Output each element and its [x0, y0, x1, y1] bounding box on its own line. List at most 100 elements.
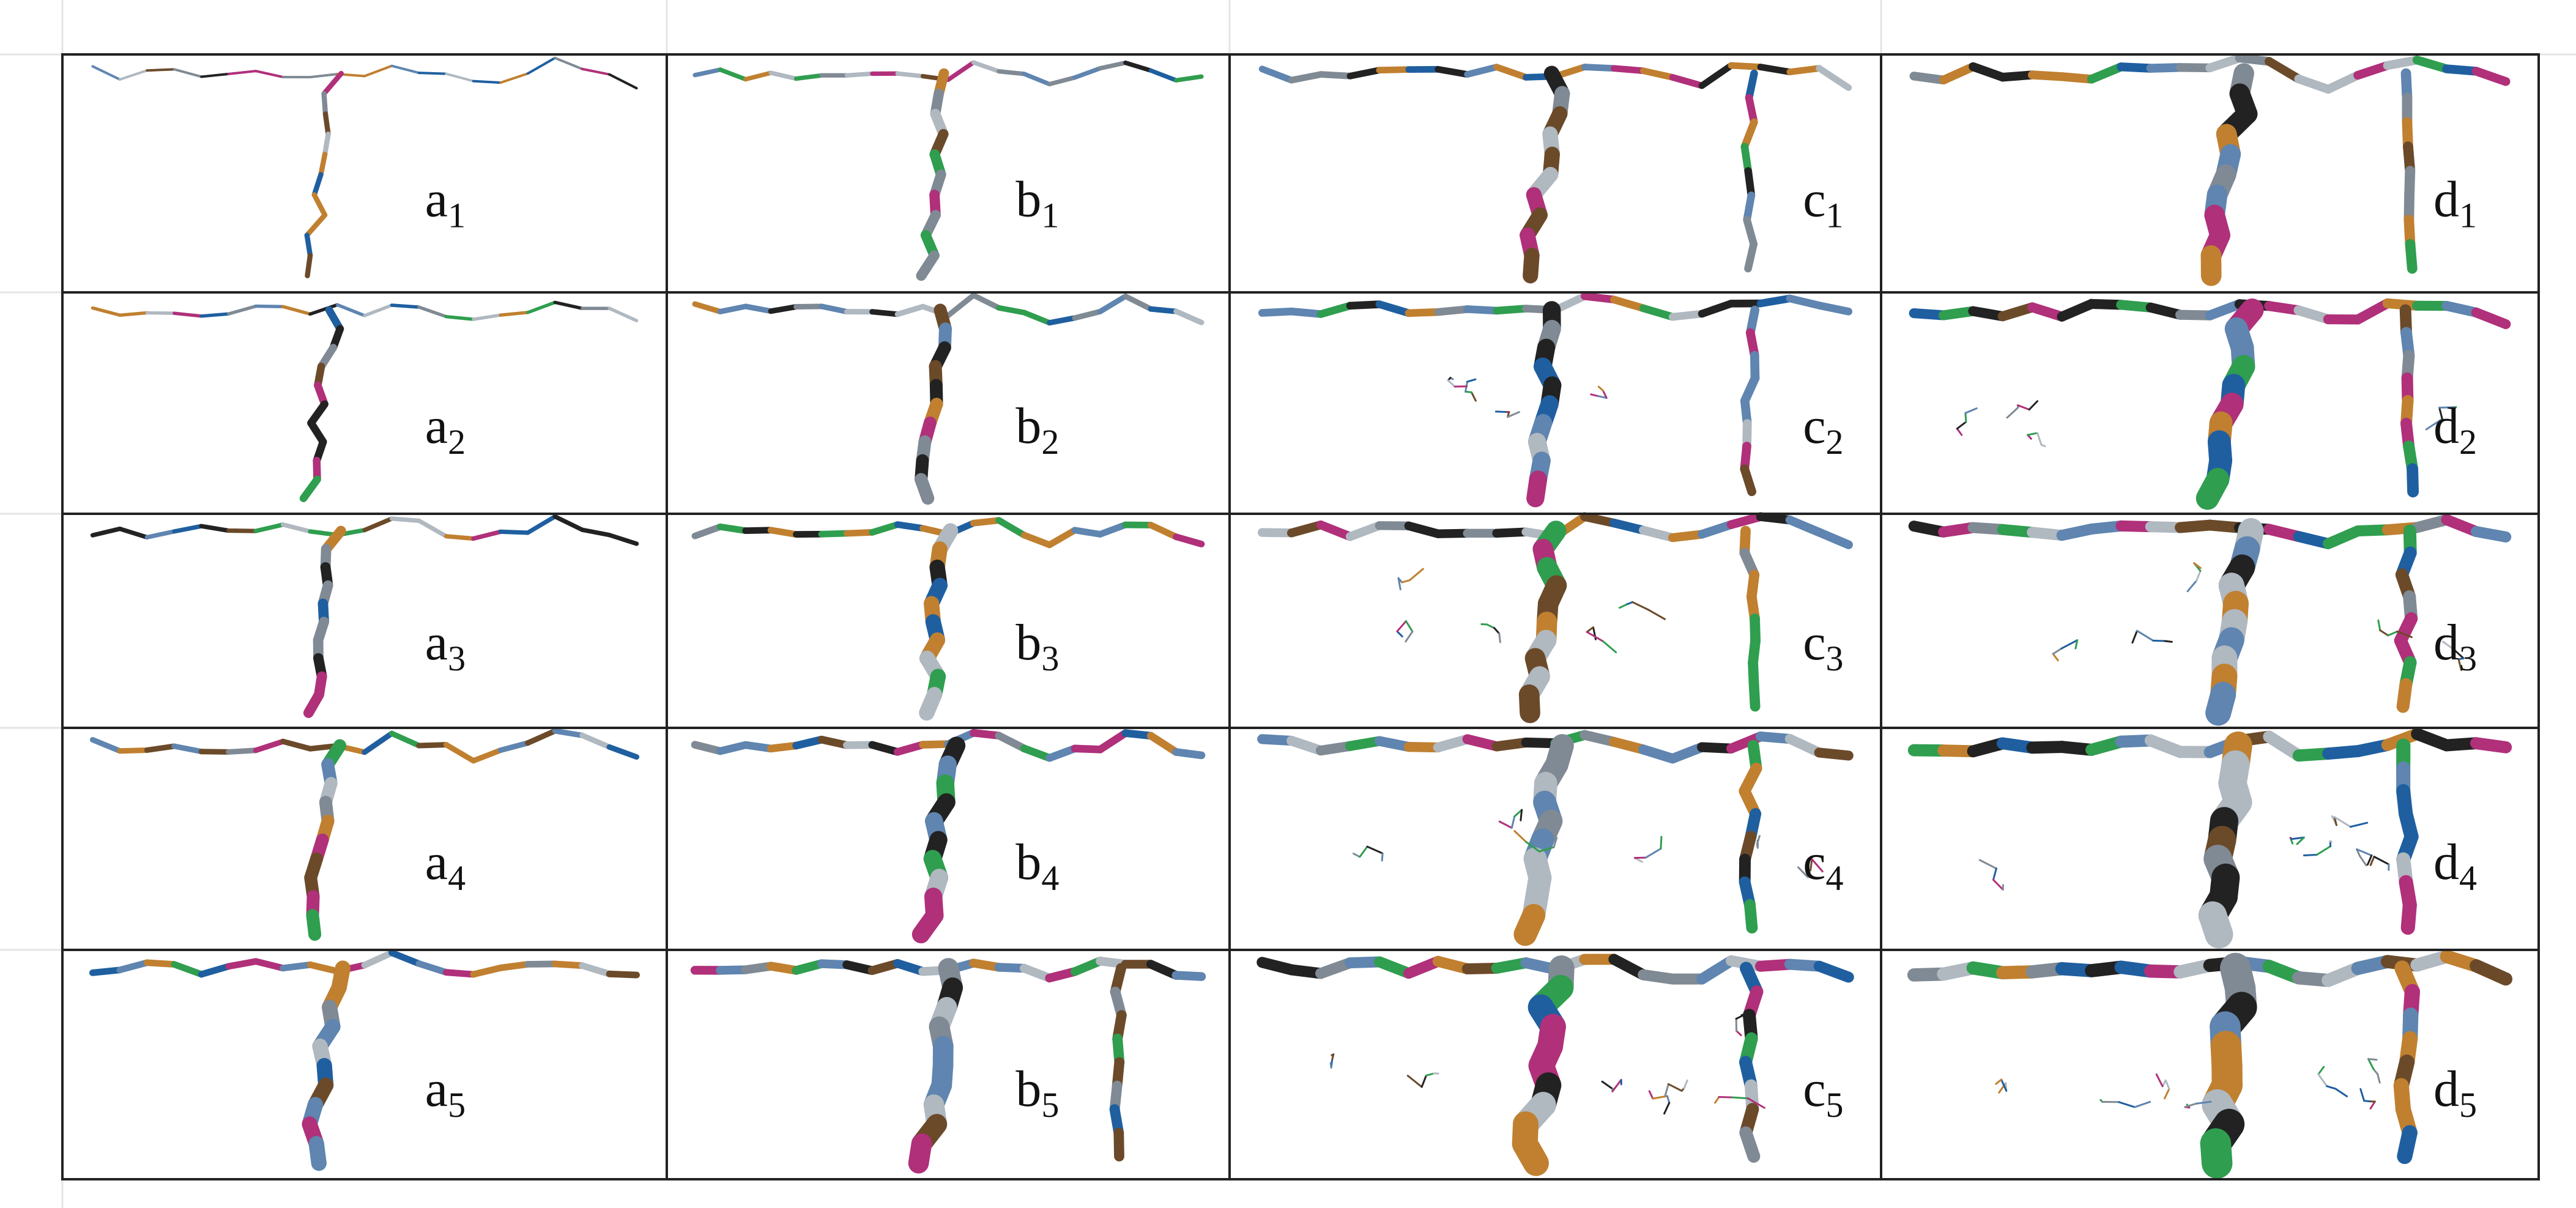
panel-label: b4: [1015, 834, 1059, 898]
crack-segment: [2074, 639, 2079, 650]
crack-segment: [253, 738, 286, 754]
panel-label: b5: [1015, 1061, 1059, 1125]
crack-segment: [2000, 1078, 2008, 1092]
crack-panel: b4: [691, 728, 1206, 944]
label-index: 2: [1041, 422, 1059, 462]
crack-segment: [417, 518, 448, 539]
panel-label: d5: [2433, 1061, 2477, 1125]
crack-segment: [1668, 530, 1707, 543]
label-letter: a: [425, 614, 448, 671]
label-letter: d: [2433, 1061, 2459, 1117]
crack-segment: [743, 70, 773, 82]
crack-segment: [606, 744, 640, 760]
crack-segment: [2372, 1068, 2379, 1075]
crack-segment: [552, 728, 585, 738]
crack-segment: [995, 732, 1028, 753]
crack-segment: [91, 65, 121, 81]
crack-segment: [1466, 378, 1477, 383]
crack-segment: [970, 728, 1003, 739]
crack-segment: [2441, 300, 2481, 318]
crack-segment: [1493, 627, 1501, 635]
crack-segment: [2412, 56, 2451, 73]
label-letter: d: [2433, 614, 2459, 671]
crack-panel: a2: [91, 300, 639, 502]
crack-segment: [1639, 67, 1676, 81]
crack-segment: [895, 71, 926, 79]
crack-segment: [2442, 64, 2481, 76]
crack-segment: [1997, 302, 2038, 322]
crack-segment: [305, 253, 313, 278]
label-index: 4: [1825, 858, 1843, 898]
crack-segment: [1288, 71, 1324, 84]
label-index: 2: [1825, 422, 1843, 462]
crack-segment: [444, 534, 476, 541]
crack-segment: [1746, 1097, 1765, 1109]
crack-segment: [1696, 955, 1737, 985]
crack-segment: [144, 529, 177, 540]
crack-segment: [322, 111, 331, 137]
crack-segment: [2470, 737, 2512, 754]
crack-segment: [225, 958, 259, 970]
crack-segment: [417, 305, 448, 319]
crack-segment: [2155, 1073, 2164, 1088]
crack-segment: [1345, 736, 1385, 751]
crack-segment: [2349, 821, 2369, 828]
crack-segment: [2036, 432, 2043, 446]
crack-segment: [741, 741, 775, 753]
crack-segment: [304, 232, 313, 258]
crack-segment: [2057, 72, 2096, 84]
crack-segment: [89, 736, 123, 754]
crack-segment: [1346, 67, 1383, 80]
crack-segment: [2334, 1088, 2348, 1098]
crack-segment: [893, 958, 927, 976]
label-letter: a: [425, 834, 448, 891]
crack-segment: [2199, 901, 2233, 949]
crack-segment: [1408, 568, 1424, 582]
crack-segment: [1396, 620, 1407, 632]
crack-segment: [1173, 533, 1205, 547]
label-index: 1: [2459, 196, 2477, 235]
crack-segment: [793, 303, 825, 310]
crack-segment: [2317, 1065, 2325, 1075]
label-index: 3: [448, 639, 466, 678]
crack-segment: [1786, 294, 1824, 309]
crack-segment: [1757, 64, 1794, 76]
crack-segment: [1538, 846, 1555, 853]
crack-segment: [2264, 301, 2304, 316]
crack-segment: [1579, 730, 1619, 747]
crack-segment: [2315, 845, 2332, 856]
label-index: 2: [448, 422, 466, 462]
crack-segment: [2454, 406, 2457, 409]
crack-segment: [471, 529, 503, 541]
crack-segment: [766, 741, 800, 753]
crack-segment: [1992, 867, 1997, 881]
crack-segment: [254, 70, 284, 79]
crack-panel: d4: [1907, 728, 2512, 949]
label-letter: b: [1015, 834, 1041, 891]
crack-segment: [362, 730, 395, 755]
crack-segment: [1626, 601, 1634, 606]
crack-segment: [2205, 53, 2244, 73]
crack-segment: [1072, 308, 1103, 321]
crack-segment: [1668, 742, 1707, 764]
crack-segment: [2326, 1085, 2337, 1090]
crack-segment: [1520, 809, 1523, 821]
crack-segment: [1097, 293, 1129, 314]
crack-segment: [1666, 1095, 1671, 1104]
crack-segment: [692, 67, 723, 78]
crack-segment: [894, 521, 926, 532]
label-letter: b: [1015, 171, 1041, 228]
crack-segment: [1756, 835, 1761, 845]
crack-segment: [1523, 248, 1540, 284]
crack-segment: [1597, 385, 1605, 392]
crack-segment: [2205, 681, 2236, 726]
crack-segment: [1745, 94, 1758, 127]
crack-segment: [1147, 522, 1179, 541]
crack-segment: [1669, 74, 1706, 89]
crack-segment: [2200, 1128, 2233, 1179]
crack-segment: [363, 64, 393, 78]
crack-segment: [2164, 1079, 2170, 1090]
panel-label: c2: [1803, 398, 1843, 462]
crack-segment: [1401, 579, 1411, 584]
crack-segment: [997, 69, 1026, 76]
